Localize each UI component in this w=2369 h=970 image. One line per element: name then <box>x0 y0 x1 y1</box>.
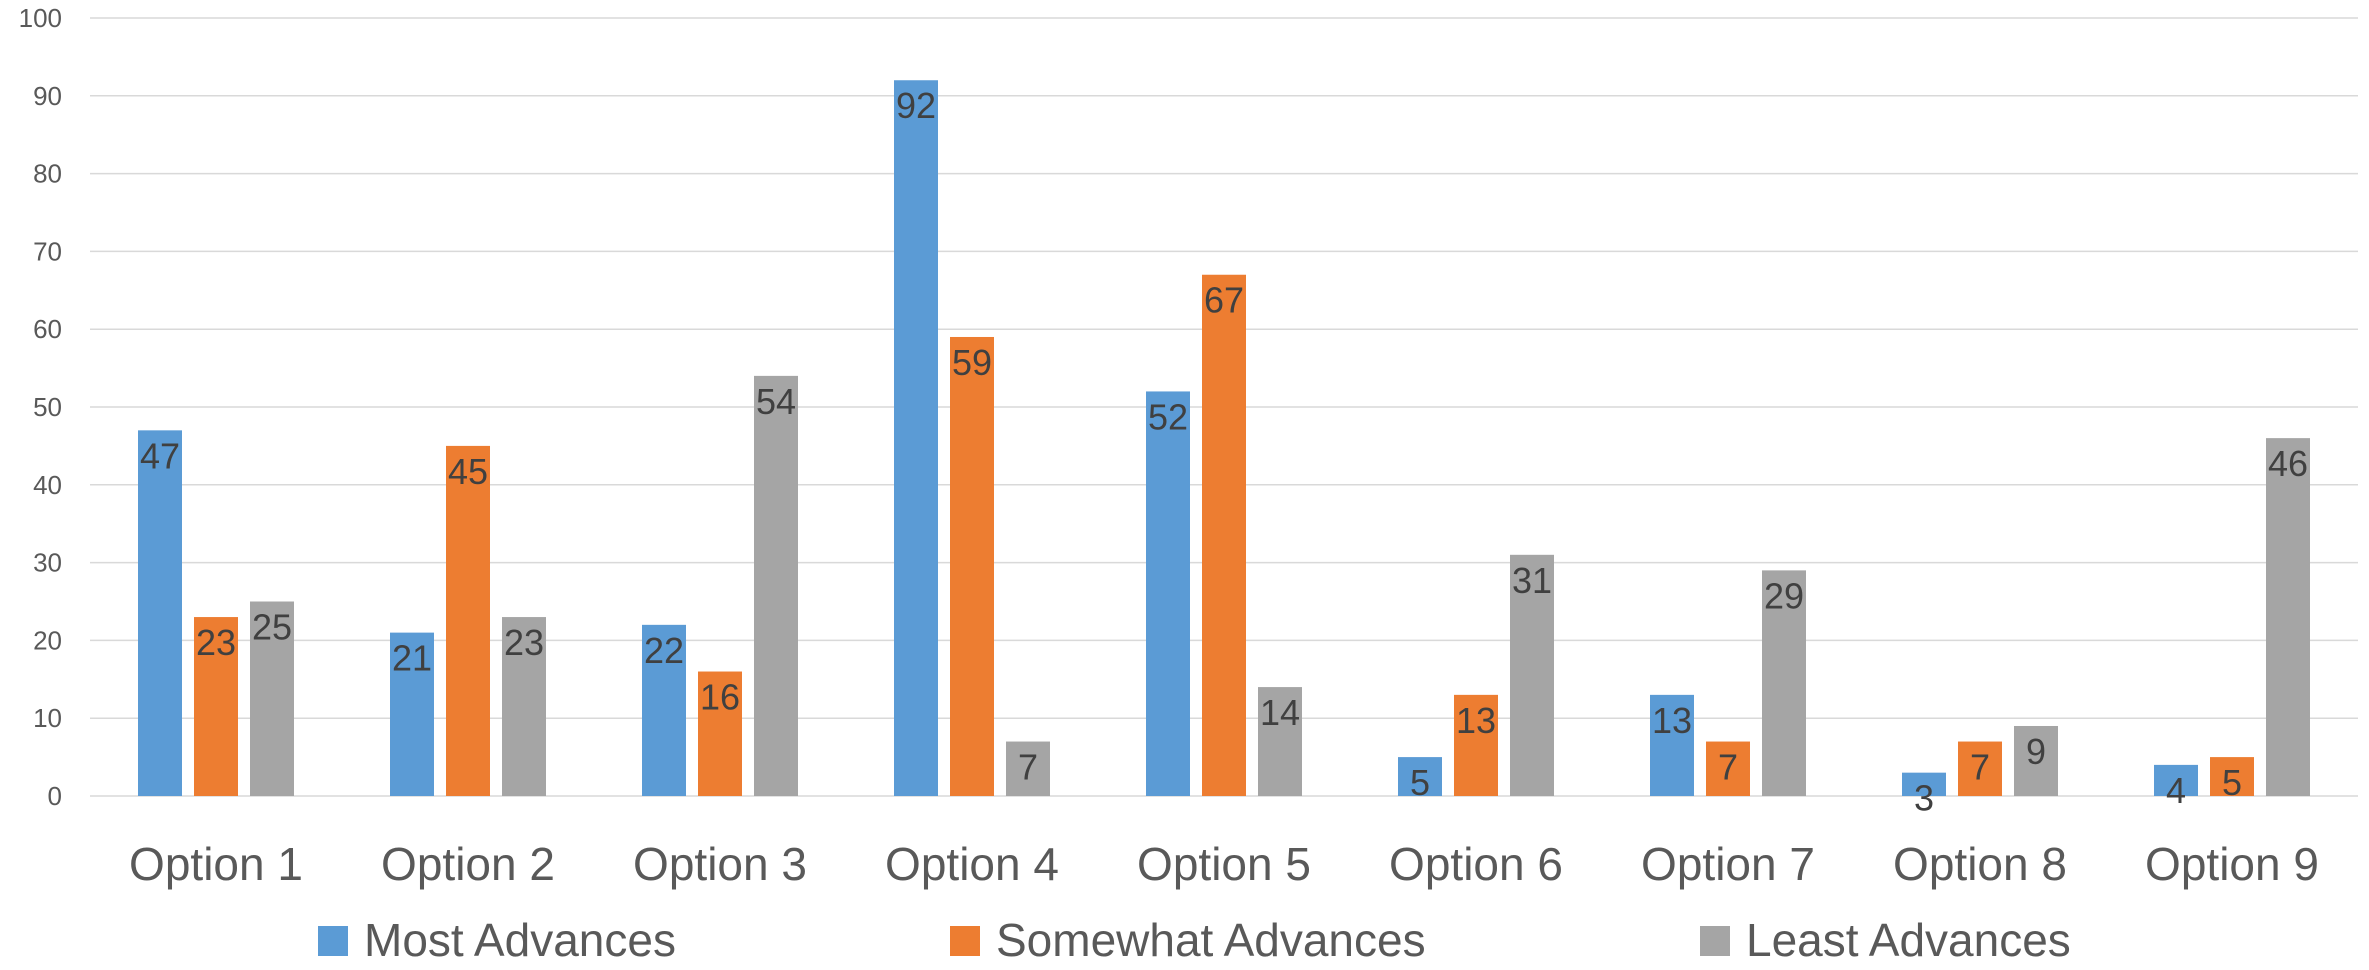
bar <box>446 445 490 796</box>
data-label: 9 <box>2026 731 2046 772</box>
x-tick-label: Option 1 <box>129 838 303 890</box>
data-label: 59 <box>952 342 992 383</box>
data-label: 3 <box>1914 778 1934 819</box>
data-label: 22 <box>644 630 684 671</box>
legend-label: Least Advances <box>1746 914 2071 965</box>
legend: Most Advances Somewhat Advances Least Adva… <box>318 914 2071 966</box>
y-tick-label: 50 <box>33 392 62 422</box>
bar <box>1902 772 1946 796</box>
bar <box>1958 741 2002 796</box>
x-tick-label: Option 2 <box>381 838 555 890</box>
bar <box>1146 391 1190 796</box>
bar <box>1006 741 1050 796</box>
y-tick-label: 10 <box>33 703 62 733</box>
bar <box>754 375 798 796</box>
data-label: 21 <box>392 638 432 679</box>
data-label: 52 <box>1148 396 1188 437</box>
data-label: 7 <box>1970 747 1990 788</box>
bar <box>1706 741 1750 796</box>
x-tick-label: Option 7 <box>1641 838 1815 890</box>
data-label: 47 <box>140 435 180 476</box>
bar <box>250 601 294 796</box>
data-label: 25 <box>252 607 292 648</box>
legend-swatch <box>318 926 348 956</box>
y-tick-label: 70 <box>33 236 62 266</box>
x-tick-label: Option 6 <box>1389 838 1563 890</box>
data-label: 5 <box>2222 762 2242 803</box>
bar <box>642 624 686 796</box>
x-tick-label: Option 9 <box>2145 838 2319 890</box>
bar <box>2266 438 2310 796</box>
data-label: 14 <box>1260 692 1300 733</box>
data-label: 92 <box>896 85 936 126</box>
data-label: 31 <box>1512 560 1552 601</box>
legend-label: Somewhat Advances <box>996 914 1426 965</box>
bar <box>1650 694 1694 796</box>
bar <box>502 617 546 796</box>
bar <box>2014 725 2058 796</box>
data-label: 46 <box>2268 443 2308 484</box>
data-label: 7 <box>1018 747 1038 788</box>
x-tick-label: Option 4 <box>885 838 1059 890</box>
y-tick-label: 100 <box>19 3 62 33</box>
x-tick-label: Option 8 <box>1893 838 2067 890</box>
bar <box>1454 694 1498 796</box>
data-label: 13 <box>1652 700 1692 741</box>
bar <box>698 671 742 796</box>
bar <box>894 80 938 797</box>
bar <box>2154 764 2198 796</box>
y-tick-label: 90 <box>33 81 62 111</box>
y-tick-label: 60 <box>33 314 62 344</box>
data-label: 23 <box>504 622 544 663</box>
data-label: 23 <box>196 622 236 663</box>
data-label: 16 <box>700 677 740 718</box>
data-label: 7 <box>1718 747 1738 788</box>
bar <box>138 430 182 796</box>
bar <box>390 632 434 796</box>
y-tick-label: 20 <box>33 625 62 655</box>
y-tick-label: 40 <box>33 470 62 500</box>
data-label: 45 <box>448 451 488 492</box>
bar <box>1258 687 1302 796</box>
y-tick-label: 0 <box>48 781 62 811</box>
legend-label: Most Advances <box>364 914 676 965</box>
data-label: 5 <box>1410 762 1430 803</box>
data-label: 4 <box>2166 770 2186 811</box>
x-tick-label: Option 3 <box>633 838 807 890</box>
bar <box>1762 570 1806 796</box>
data-label: 29 <box>1764 575 1804 616</box>
data-label: 54 <box>756 381 796 422</box>
y-tick-label: 80 <box>33 159 62 189</box>
bar <box>194 617 238 796</box>
bars <box>138 80 2310 797</box>
bar <box>1510 554 1554 796</box>
x-tick-label: Option 5 <box>1137 838 1311 890</box>
legend-swatch <box>950 926 980 956</box>
legend-swatch <box>1700 926 1730 956</box>
y-axis-ticks: 0 10 20 30 40 50 60 70 80 90 100 <box>19 3 62 811</box>
data-label: 67 <box>1204 280 1244 321</box>
y-tick-label: 30 <box>33 548 62 578</box>
bar <box>1202 274 1246 796</box>
bar <box>950 336 994 796</box>
data-label: 13 <box>1456 700 1496 741</box>
bar <box>1398 757 1442 796</box>
x-axis-ticks: Option 1 Option 2 Option 3 Option 4 Option 5… <box>129 838 2319 890</box>
bar <box>2210 757 2254 796</box>
